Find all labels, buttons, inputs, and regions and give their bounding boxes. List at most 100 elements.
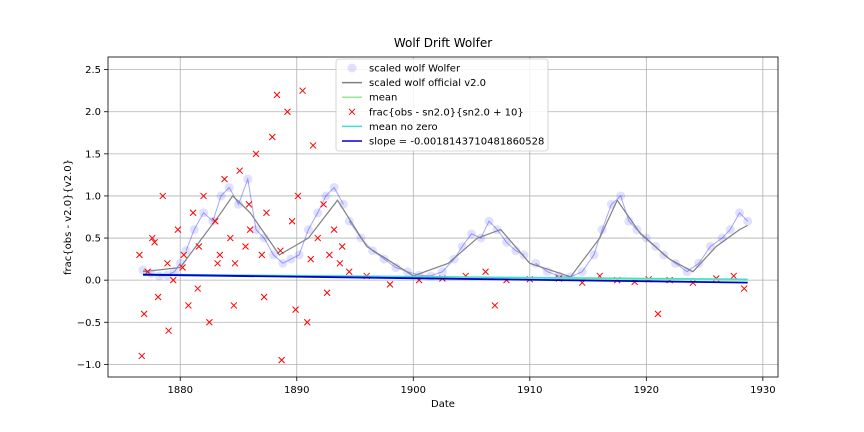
- legend-label: mean no zero: [369, 122, 438, 133]
- frac-point: [309, 142, 317, 149]
- wolfer-point: [294, 250, 304, 260]
- wolfer-point: [717, 233, 727, 243]
- x-tick-label: 1880: [168, 385, 193, 396]
- wolfer-point: [268, 250, 278, 260]
- x-tick-label: 1900: [401, 385, 426, 396]
- frac-point: [284, 108, 291, 116]
- frac-point: [338, 243, 346, 250]
- wolfer-point: [175, 258, 185, 268]
- y-tick-label: −0.5: [77, 318, 101, 329]
- wolfer-point: [379, 254, 389, 264]
- frac-point: [299, 87, 306, 95]
- y-tick-label: −1.0: [77, 360, 101, 371]
- frac-point: [273, 91, 281, 99]
- x-tick-label: 1910: [517, 385, 542, 396]
- wolfer-line: [348, 220, 525, 277]
- frac-point: [216, 251, 224, 259]
- wolfer-point: [725, 225, 735, 235]
- frac-point: [294, 192, 302, 200]
- frac-point: [140, 310, 148, 318]
- y-tick-label: 0.5: [85, 234, 101, 245]
- y-tick-label: 1.5: [85, 149, 101, 160]
- frac-point: [151, 238, 158, 246]
- frac-point: [326, 251, 333, 259]
- frac-point: [226, 234, 234, 242]
- frac-point: [138, 352, 146, 360]
- frac-point: [242, 243, 249, 250]
- wolfer-point: [344, 216, 354, 226]
- x-tick-label: 1920: [634, 385, 659, 396]
- frac-point: [189, 209, 197, 217]
- series-layer: [136, 87, 753, 364]
- wolfer-point: [577, 267, 587, 277]
- frac-point: [386, 281, 394, 288]
- frac-point: [260, 293, 268, 301]
- frac-point: [345, 268, 353, 276]
- frac-point: [136, 251, 143, 259]
- wolfer-point: [251, 225, 261, 235]
- frac-point: [303, 318, 311, 326]
- frac-point: [314, 234, 322, 242]
- wolfer-point: [589, 250, 599, 260]
- frac-point: [214, 259, 221, 267]
- frac-point: [200, 192, 207, 200]
- y-tick-label: 2.0: [85, 107, 101, 118]
- wolfer-point: [234, 199, 244, 209]
- frac-point: [323, 289, 331, 297]
- y-axis: −1.0 −0.5 0.0 0.5 1.0 1.5 2.0 2.5: [77, 65, 108, 371]
- wolfer-point: [303, 225, 313, 235]
- frac-point: [231, 259, 239, 267]
- legend-marker: [347, 63, 357, 73]
- wolfer-point: [321, 191, 331, 201]
- wolfer-point: [616, 191, 626, 201]
- wolfer-point: [457, 241, 467, 251]
- frac-point: [278, 356, 285, 364]
- frac-point: [263, 209, 270, 217]
- frac-point: [307, 255, 315, 263]
- frac-point: [482, 268, 489, 276]
- series-official-line: [142, 194, 748, 278]
- x-tick-label: 1890: [284, 385, 309, 396]
- legend: scaled wolf Wolfer scaled wolf official v…: [335, 58, 549, 152]
- x-axis: 1880 1890 1900 1910 1920 1930: [168, 377, 776, 396]
- wolfer-point: [735, 208, 745, 218]
- wolfer-point: [743, 216, 753, 226]
- legend-label: scaled wolf official v2.0: [369, 78, 486, 89]
- wolfer-point: [467, 229, 477, 239]
- frac-point: [194, 285, 202, 292]
- legend-box: [335, 58, 549, 152]
- wolfer-line: [185, 177, 344, 264]
- frac-point: [245, 201, 253, 208]
- wolfer-point: [189, 225, 199, 235]
- wolfer-point: [694, 258, 704, 268]
- frac-point: [165, 327, 172, 335]
- y-tick-label: 2.5: [85, 65, 101, 76]
- frac-point: [268, 133, 276, 141]
- frac-point: [330, 226, 338, 233]
- frac-point: [148, 234, 156, 242]
- series-slope-line: [142, 273, 748, 284]
- legend-label: slope = -0.0018143710481860528: [369, 137, 544, 148]
- x-tick-label: 1930: [750, 385, 775, 396]
- wolfer-point: [199, 208, 209, 218]
- wolfer-point: [484, 216, 494, 226]
- frac-point: [320, 201, 327, 208]
- wolfer-line: [535, 195, 749, 278]
- frac-point: [211, 217, 219, 225]
- wolfer-point: [519, 250, 529, 260]
- frac-point: [654, 310, 662, 318]
- wolfer-point: [313, 208, 323, 218]
- wolfer-point: [437, 267, 447, 277]
- wolfer-point: [138, 265, 148, 275]
- frac-point: [740, 285, 748, 292]
- wolfer-point: [624, 216, 634, 226]
- wolfer-point: [502, 237, 512, 247]
- plot-frame: [107, 56, 779, 378]
- wolfer-point: [286, 254, 296, 264]
- frac-point: [179, 264, 186, 271]
- frac-point: [252, 150, 260, 158]
- frac-point: [180, 251, 188, 259]
- frac-point: [292, 306, 299, 313]
- wolfer-point: [391, 263, 401, 273]
- wolfer-point: [224, 183, 234, 193]
